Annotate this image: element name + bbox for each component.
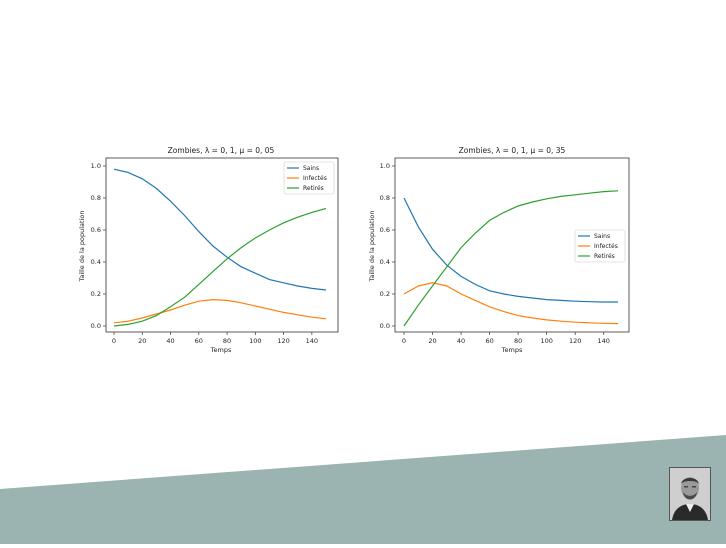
chart-left-xtick-label: 140 <box>306 337 318 345</box>
chart-right-legend-label-infectes: Infectés <box>594 243 618 250</box>
chart-left-series-infectes-line <box>113 298 327 324</box>
chart-right-xtick-label: 20 <box>428 337 436 345</box>
chart-right-frame <box>394 157 630 333</box>
chart-left-series-retires-line <box>113 207 327 327</box>
chart-left-xtick-label: 0 <box>112 337 116 345</box>
chart-right-ytick-label: 1.0 <box>380 162 390 170</box>
chart-left-ylabel: Taille de la population <box>78 211 86 283</box>
chart-left-xtick-label: 60 <box>195 337 203 345</box>
chart-right-ytick-label: 0.2 <box>380 290 390 298</box>
chart-right-xtick-label: 140 <box>598 337 610 345</box>
chart-right-xtick-label: 60 <box>485 337 493 345</box>
chart-right-xtick-label: 120 <box>569 337 581 345</box>
chart-right-ytick-label: 0.4 <box>380 258 390 266</box>
chart-right-title: Zombies, λ = 0, 1, μ = 0, 35 <box>459 146 566 155</box>
chart-left-legend <box>283 161 335 195</box>
chart-right-series-sains-line <box>403 197 618 303</box>
chart-left-xtick-label: 40 <box>166 337 174 345</box>
chart-right-legend-label-retires: Retirés <box>594 253 615 260</box>
chart-left-ytick-label: 0.2 <box>91 290 101 298</box>
author-portrait <box>669 467 711 521</box>
chart-right: Zombies, λ = 0, 1, μ = 0, 35 Temps Taill… <box>368 146 630 354</box>
chart-left-legend-label-sains: Sains <box>303 165 319 172</box>
chart-left-legend-label-retires: Retirés <box>303 185 324 192</box>
chart-right-xtick-label: 40 <box>457 337 465 345</box>
portrait-image <box>670 468 710 520</box>
chart-right-legend-label-sains: Sains <box>594 233 610 240</box>
chart-left-xtick-label: 20 <box>138 337 146 345</box>
chart-left-xtick-label: 120 <box>277 337 289 345</box>
chart-right-ytick-label: 0.0 <box>380 322 390 330</box>
chart-right-ytick-label: 0.6 <box>380 226 390 234</box>
chart-right-xtick-label: 100 <box>540 337 552 345</box>
chart-left-xlabel: Temps <box>210 346 232 354</box>
chart-left-legend-label-infectes: Infectés <box>303 175 327 182</box>
chart-right-xtick-label: 80 <box>514 337 522 345</box>
chart-right-series-infectes-line <box>403 282 619 325</box>
chart-left-xtick-label: 100 <box>249 337 261 345</box>
chart-left-ytick-label: 1.0 <box>91 162 101 170</box>
chart-left-series-sains-line <box>113 168 327 291</box>
chart-right-xtick-label: 0 <box>402 337 406 345</box>
chart-right-legend <box>574 229 626 263</box>
chart-left-ytick-label: 0.4 <box>91 258 101 266</box>
chart-right-xlabel: Temps <box>501 346 523 354</box>
chart-left-title: Zombies, λ = 0, 1, μ = 0, 05 <box>168 146 275 155</box>
chart-left-ytick-label: 0.6 <box>91 226 101 234</box>
chart-left-ytick-label: 0.8 <box>91 194 101 202</box>
chart-left-xtick-label: 80 <box>223 337 231 345</box>
chart-left-frame <box>105 157 339 333</box>
chart-left-ytick-label: 0.0 <box>91 322 101 330</box>
chart-left: Zombies, λ = 0, 1, μ = 0, 05 Temps Taill… <box>78 146 339 354</box>
chart-right-ytick-label: 0.8 <box>380 194 390 202</box>
chart-left-plot: 0 20 40 60 80 100 120 140 0.0 0.2 0.4 0.6 0.8 1.0 Sain… <box>91 161 335 345</box>
chart-right-series-retires-line <box>403 190 619 327</box>
footer-band <box>0 435 726 544</box>
chart-right-plot: 0 20 40 60 80 100 120 140 0.0 0.2 0.4 0.6 0.8 1.0 Sain… <box>380 162 626 345</box>
chart-right-ylabel: Taille de la population <box>368 211 376 283</box>
